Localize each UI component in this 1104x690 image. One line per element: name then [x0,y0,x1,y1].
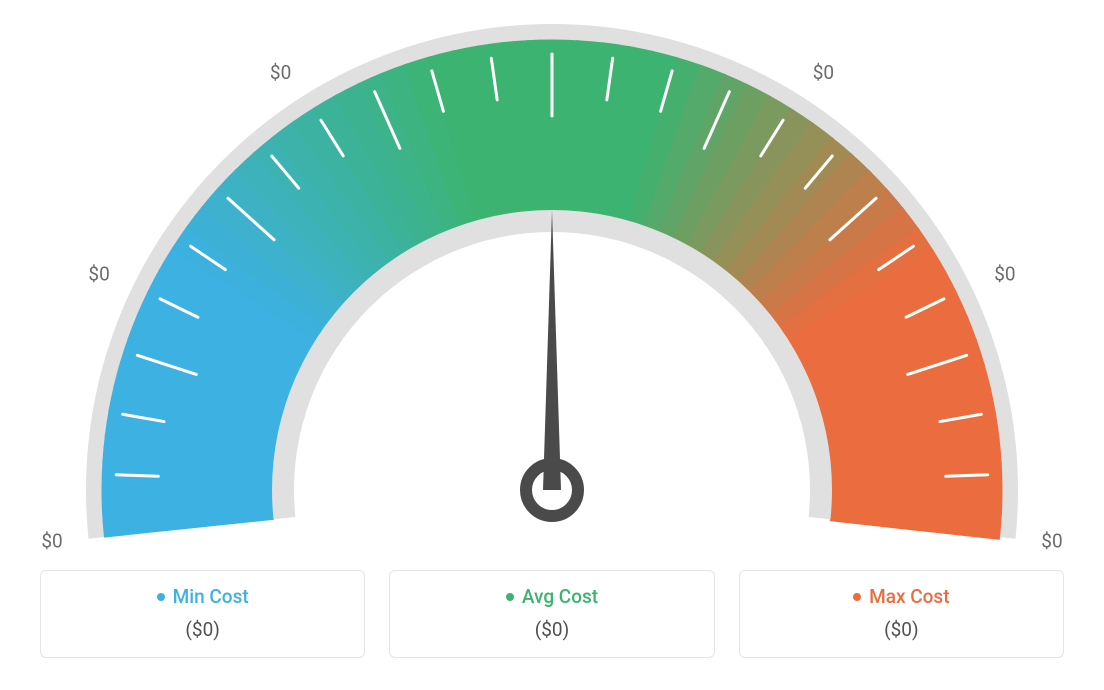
svg-text:$0: $0 [813,61,834,84]
legend-label-max: Max Cost [853,585,949,608]
cost-gauge-infographic: $0$0$0$0$0$0$0 Min Cost ($0) Avg Cost ($… [0,0,1104,690]
svg-text:$0: $0 [41,529,62,550]
svg-text:$0: $0 [994,262,1015,285]
legend-label-avg: Avg Cost [506,585,598,608]
legend-bullet-min [157,593,165,601]
legend-card-avg: Avg Cost ($0) [389,570,714,658]
svg-text:$0: $0 [270,61,291,84]
legend-label-text-min: Min Cost [173,585,249,608]
legend-label-min: Min Cost [157,585,249,608]
svg-text:$0: $0 [1041,529,1062,550]
gauge-chart: $0$0$0$0$0$0$0 [30,10,1074,550]
legend-value-avg: ($0) [390,618,713,641]
legend-bullet-avg [506,593,514,601]
legend-value-min: ($0) [41,618,364,641]
legend-card-min: Min Cost ($0) [40,570,365,658]
legend-bullet-max [853,593,861,601]
svg-text:$0: $0 [88,262,109,285]
gauge-area: $0$0$0$0$0$0$0 [30,10,1074,550]
legend-row: Min Cost ($0) Avg Cost ($0) Max Cost ($0… [30,570,1074,658]
legend-label-text-avg: Avg Cost [522,585,598,608]
legend-value-max: ($0) [740,618,1063,641]
legend-label-text-max: Max Cost [869,585,949,608]
legend-card-max: Max Cost ($0) [739,570,1064,658]
